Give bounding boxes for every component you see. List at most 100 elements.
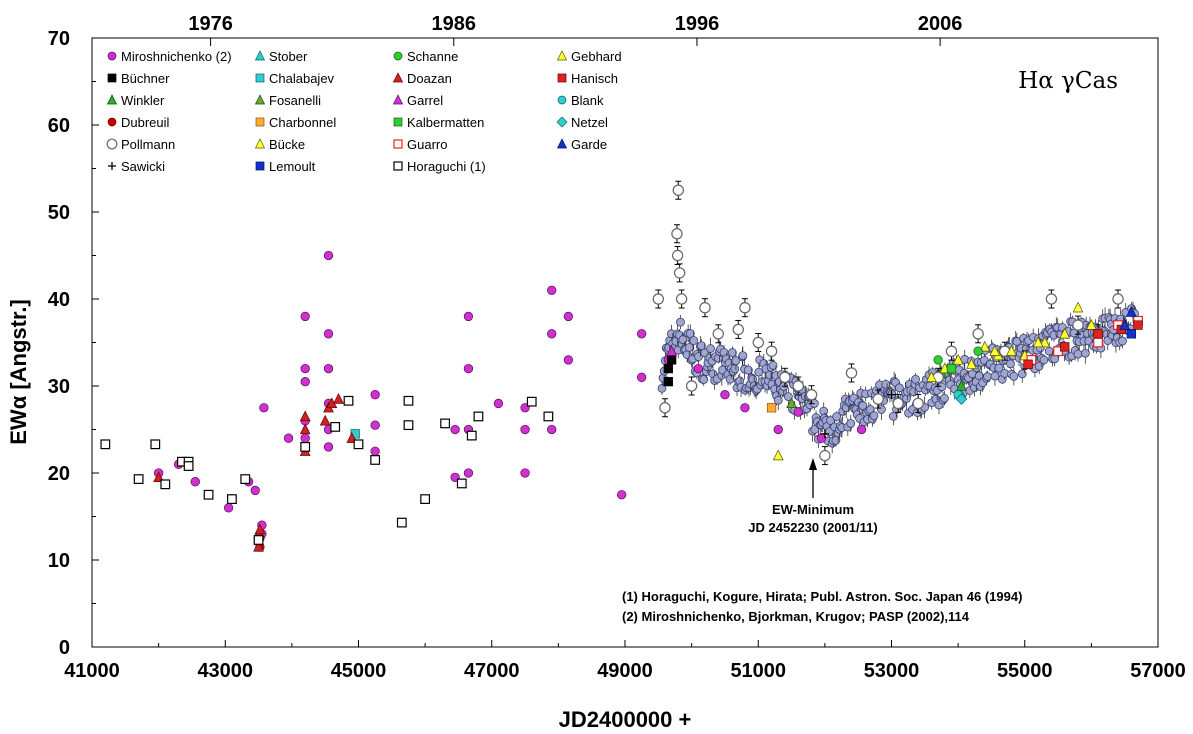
cloud-point (1009, 371, 1019, 381)
cloud-point (831, 435, 841, 445)
cloud-point (738, 351, 748, 361)
point-miroshnichenko-2 (693, 363, 703, 374)
legend-label: Garrel (407, 93, 443, 108)
point-schanne (933, 355, 943, 365)
cloud-point (725, 374, 735, 384)
point-pollmann (819, 449, 831, 462)
point-miroshnichenko-2 (617, 490, 627, 500)
legend-label: Bücke (269, 137, 305, 152)
point-b-chner (666, 355, 677, 365)
point-pollmann (792, 380, 804, 392)
point-b-cke (1086, 319, 1097, 330)
point-pollmann (671, 249, 684, 262)
legend-marker (255, 117, 265, 127)
legend-label: Sawicki (121, 159, 165, 174)
legend-marker (393, 51, 403, 61)
cloud-point (1073, 349, 1083, 359)
cloud-point (983, 372, 992, 381)
cloud-point (940, 393, 949, 403)
point-horaguchi-1 (160, 479, 171, 490)
legend-item: Doazan (392, 71, 452, 86)
point-doazan (153, 471, 164, 482)
cloud-point (730, 364, 740, 374)
cloud-point (894, 383, 904, 393)
legend-item: Netzel (556, 115, 608, 130)
legend-label: Miroshnichenko (2) (121, 49, 232, 64)
point-horaguchi-1 (473, 411, 484, 422)
legend-label: Büchner (121, 71, 170, 86)
point-pollmann (1112, 293, 1124, 305)
point-pollmann (892, 397, 904, 410)
point-gebhard (1032, 336, 1044, 348)
legend-marker (393, 139, 403, 149)
top-year-label: 2006 (918, 13, 963, 35)
point-sawicki (820, 429, 830, 439)
point-b-cke (1006, 345, 1017, 356)
point-pollmann (845, 367, 858, 379)
cloud-point (1017, 369, 1027, 379)
y-tick-label: 50 (48, 202, 70, 224)
point-miroshnichenko-2 (300, 363, 310, 374)
point-pollmann (675, 293, 688, 305)
point-miroshnichenko-2 (520, 424, 530, 435)
cloud-point (1006, 359, 1015, 369)
legend-item: Winkler (106, 93, 165, 108)
point-b-cke (966, 358, 977, 369)
legend-marker (107, 73, 117, 83)
point-miroshnichenko-2 (856, 424, 867, 435)
legend-item: Büchner (107, 71, 170, 86)
point-lemoult (1126, 329, 1137, 339)
legend-label: Garde (571, 137, 607, 152)
point-horaguchi-1 (183, 461, 194, 471)
legend-marker (254, 94, 266, 105)
legend-marker (255, 73, 265, 83)
point-pollmann (685, 380, 698, 392)
point-miroshnichenko-2 (223, 503, 234, 513)
legend-item: Kalbermatten (393, 115, 484, 130)
legend-label: Netzel (571, 115, 608, 130)
point-pollmann (659, 402, 671, 414)
legend-label: Pollmann (121, 137, 175, 152)
point-horaguchi-1 (133, 474, 144, 484)
legend-label: Doazan (407, 71, 452, 86)
legend-label: Hanisch (571, 71, 618, 86)
legend-item: Charbonnel (255, 115, 336, 130)
legend-label: Stober (269, 49, 308, 64)
cloud-point (994, 363, 1004, 373)
legend-item: Pollmann (106, 137, 175, 152)
point-pollmann (765, 345, 778, 357)
point-pollmann (712, 328, 724, 340)
point-miroshnichenko-2 (323, 250, 334, 261)
point-pollmann (752, 336, 764, 349)
chart-title: Hα γCas (1018, 68, 1118, 94)
point-miroshnichenko-2 (370, 420, 380, 430)
cloud-point (699, 375, 709, 384)
point-miroshnichenko-2 (370, 390, 380, 400)
point-guarro (1093, 337, 1103, 348)
ew-minimum-annotation: EW-Minimum JD 2452230 (2001/11) (748, 458, 878, 535)
point-miroshnichenko-2 (637, 372, 647, 382)
point-schanne (973, 346, 983, 356)
legend-item: Lemoult (255, 159, 316, 174)
point-pollmann (872, 393, 884, 405)
cloud-point (731, 356, 741, 366)
point-miroshnichenko-2 (300, 311, 310, 322)
y-tick-label: 10 (48, 550, 70, 572)
point-horaguchi-1 (300, 442, 311, 452)
y-tick-label: 20 (48, 463, 70, 485)
point-miroshnichenko-2 (450, 424, 460, 435)
point-netzel (955, 393, 968, 405)
point-horaguchi-1 (403, 395, 414, 406)
legend-item: Sawicki (108, 159, 165, 174)
legend-item: Dubreuil (107, 115, 170, 130)
point-miroshnichenko-2 (323, 442, 334, 452)
legend-label: Schanne (407, 49, 458, 64)
cloud-point (1039, 355, 1049, 365)
point-horaguchi-1 (330, 421, 341, 432)
cloud-point (832, 412, 842, 421)
cloud-point (768, 360, 778, 370)
point-horaguchi-1 (370, 455, 381, 465)
legend-item: Gebhard (556, 49, 622, 64)
